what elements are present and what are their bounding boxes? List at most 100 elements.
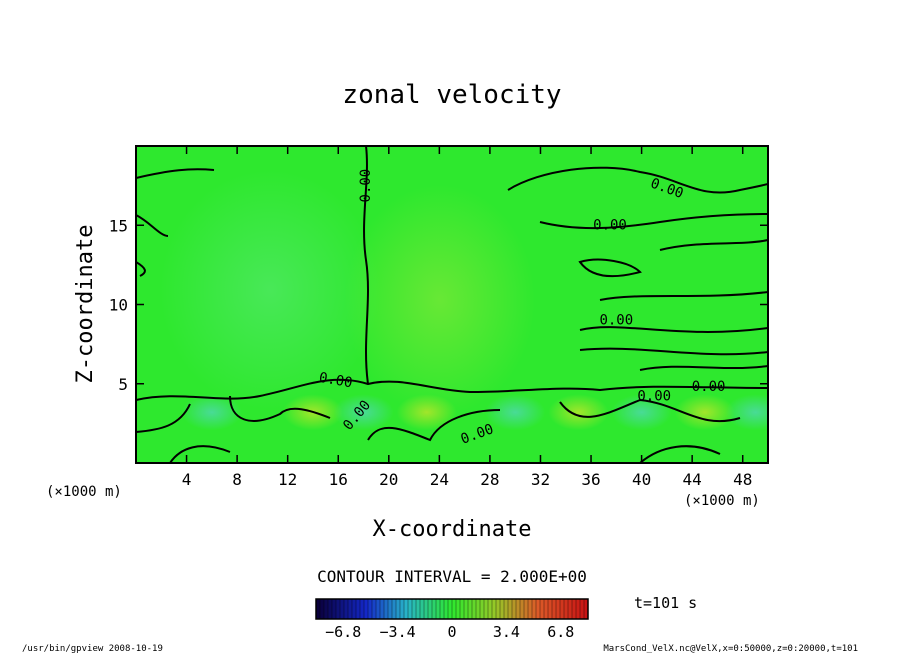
contour-line xyxy=(539,213,768,230)
x-tick-label: 28 xyxy=(480,470,499,489)
colorbar-segment xyxy=(392,599,397,619)
colorbar-segment xyxy=(580,599,585,619)
colorbar-segment xyxy=(528,599,533,619)
contour-label: 0.00 xyxy=(593,217,627,233)
colorbar-ticks: −6.8 −3.4 0 3.4 6.8 xyxy=(325,623,574,641)
colorbar-segment xyxy=(324,599,329,619)
colorbar-segment xyxy=(520,599,525,619)
x-unit-left: (×1000 m) xyxy=(46,484,122,500)
y-tick-label: 15 xyxy=(109,216,128,235)
contour-line xyxy=(578,258,642,278)
x-tick-label: 36 xyxy=(581,470,600,489)
x-tick-label: 40 xyxy=(632,470,651,489)
colorbar-segment xyxy=(376,599,381,619)
time-label: t=101 s xyxy=(634,594,697,612)
colorbar-segment xyxy=(428,599,433,619)
contour-labels: 0.000.000.000.000.000.000.000.000.00 xyxy=(318,169,726,448)
contour-interval: CONTOUR INTERVAL = 2.000E+00 xyxy=(317,567,587,586)
colorbar-segment xyxy=(488,599,493,619)
contour-lines xyxy=(136,146,768,463)
contour-line xyxy=(136,168,215,179)
colorbar-segment xyxy=(496,599,501,619)
colorbar-segment xyxy=(380,599,385,619)
contour-line xyxy=(579,326,768,333)
colorbar-segment xyxy=(504,599,509,619)
colorbar-segment xyxy=(536,599,541,619)
y-tick-label: 10 xyxy=(109,296,128,315)
colorbar-segment xyxy=(340,599,345,619)
contour-line xyxy=(639,445,721,463)
contour-line xyxy=(136,378,768,401)
colorbar-segment xyxy=(432,599,437,619)
surface-anomaly xyxy=(725,394,768,431)
colorbar-segment xyxy=(508,599,513,619)
colorbar-segment xyxy=(332,599,337,619)
colorbar-segment xyxy=(368,599,373,619)
x-tick-label: 32 xyxy=(531,470,550,489)
contour-label: 0.00 xyxy=(637,388,671,404)
x-tick-label: 16 xyxy=(329,470,348,489)
contour-line xyxy=(136,261,146,277)
surface-anomaly xyxy=(333,394,394,431)
footer-right: MarsCond_VelX.nc@VelX,x=0:50000,z=0:2000… xyxy=(603,644,858,654)
colorbar-segment xyxy=(448,599,453,619)
y-tick-label: 5 xyxy=(118,375,128,394)
colorbar-tick-label: −3.4 xyxy=(380,623,416,641)
colorbar-segment xyxy=(412,599,417,619)
colorbar-tick-label: −6.8 xyxy=(325,623,361,641)
x-tick-label: 20 xyxy=(379,470,398,489)
contour-line xyxy=(169,445,231,463)
colorbar-segment xyxy=(484,599,489,619)
contour-line xyxy=(639,365,768,371)
colorbar-segment xyxy=(440,599,445,619)
colorbar-segment xyxy=(320,599,325,619)
contour-line xyxy=(559,398,741,423)
colorbar-segment xyxy=(472,599,477,619)
contour-line xyxy=(136,214,169,237)
colorbar-segment xyxy=(540,599,545,619)
colorbar-segment xyxy=(464,599,469,619)
surface-anomaly xyxy=(181,394,242,431)
field-shade xyxy=(160,170,380,410)
colorbar-segment xyxy=(444,599,449,619)
colorbar-segment xyxy=(384,599,389,619)
colorbar-segment xyxy=(356,599,361,619)
colorbar-segment xyxy=(344,599,349,619)
contour-line xyxy=(659,239,768,251)
surface-anomaly xyxy=(485,394,546,431)
colorbar xyxy=(315,599,589,619)
colorbar-tick-label: 6.8 xyxy=(547,623,574,641)
colorbar-segment xyxy=(360,599,365,619)
colorbar-segment xyxy=(424,599,429,619)
colorbar-segment xyxy=(408,599,413,619)
colorbar-segment xyxy=(572,599,577,619)
contour-line xyxy=(363,146,369,385)
colorbar-segment xyxy=(372,599,377,619)
colorbar-segment xyxy=(560,599,565,619)
colorbar-segment xyxy=(584,599,589,619)
surface-layer xyxy=(181,394,768,431)
contour-line xyxy=(579,347,768,356)
footer-left: /usr/bin/gpview 2008-10-19 xyxy=(22,644,163,654)
colorbar-segment xyxy=(492,599,497,619)
colorbar-segment xyxy=(396,599,401,619)
colorbar-tick-label: 3.4 xyxy=(493,623,520,641)
x-tick-label: 24 xyxy=(430,470,449,489)
colorbar-segment xyxy=(388,599,393,619)
colorbar-segment xyxy=(420,599,425,619)
colorbar-segment xyxy=(460,599,465,619)
contour-label: 0.00 xyxy=(599,312,633,328)
colorbar-segment xyxy=(416,599,421,619)
colorbar-segment xyxy=(532,599,537,619)
colorbar-segment xyxy=(500,599,505,619)
colorbar-segment xyxy=(456,599,461,619)
x-axis-label: X-coordinate xyxy=(373,517,532,542)
colorbar-segment xyxy=(400,599,405,619)
colorbar-segment xyxy=(516,599,521,619)
colorbar-segment xyxy=(544,599,549,619)
colorbar-segment xyxy=(480,599,485,619)
x-unit-right: (×1000 m) xyxy=(684,493,760,509)
colorbar-segment xyxy=(452,599,457,619)
contour-line xyxy=(507,166,768,194)
x-tick-label: 4 xyxy=(182,470,192,489)
